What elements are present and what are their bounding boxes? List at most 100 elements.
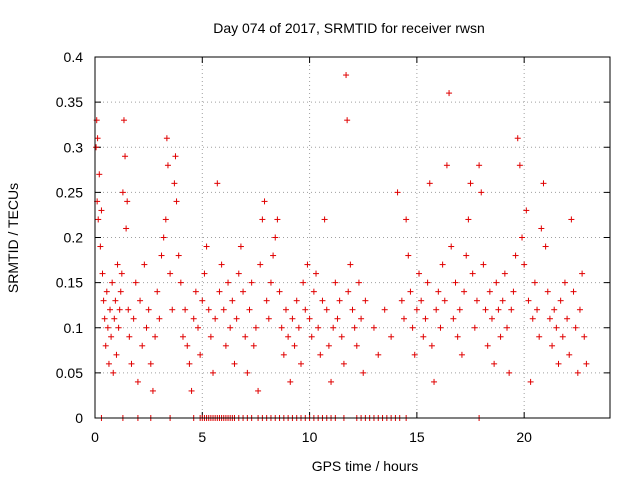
data-point bbox=[564, 315, 571, 322]
data-point bbox=[347, 261, 354, 268]
data-point bbox=[555, 360, 562, 367]
data-point bbox=[394, 189, 401, 196]
points-layer bbox=[93, 72, 590, 421]
data-point bbox=[549, 342, 556, 349]
data-point bbox=[476, 162, 483, 169]
data-point bbox=[102, 342, 109, 349]
x-tick-label: 15 bbox=[409, 429, 425, 445]
y-tick-label: 0.3 bbox=[64, 139, 84, 155]
data-point bbox=[568, 216, 575, 223]
data-point bbox=[225, 279, 232, 286]
data-point bbox=[484, 342, 491, 349]
plot-frame bbox=[94, 56, 611, 419]
data-point bbox=[525, 297, 532, 304]
data-point bbox=[295, 324, 302, 331]
data-point bbox=[420, 333, 427, 340]
data-point bbox=[214, 180, 221, 187]
data-point bbox=[409, 324, 416, 331]
data-point bbox=[488, 315, 495, 322]
data-point bbox=[137, 297, 144, 304]
data-point bbox=[473, 297, 480, 304]
data-point bbox=[101, 315, 108, 322]
data-point bbox=[437, 324, 444, 331]
data-point bbox=[94, 135, 101, 142]
y-tick-label: 0.25 bbox=[56, 184, 83, 200]
data-point bbox=[428, 342, 435, 349]
data-point bbox=[499, 297, 506, 304]
data-point bbox=[235, 270, 242, 277]
data-point bbox=[123, 225, 130, 232]
data-point bbox=[210, 369, 217, 376]
data-point bbox=[285, 333, 292, 340]
data-point bbox=[559, 333, 566, 340]
data-point bbox=[274, 216, 281, 223]
tick-layer: 0 0.05 0.1 0.15 0.2 0.25 0.3 0.35 0.4 0 5 10 15 20 bbox=[56, 49, 610, 445]
data-point bbox=[355, 279, 362, 286]
data-point bbox=[124, 198, 131, 205]
data-point bbox=[218, 261, 225, 268]
data-point bbox=[272, 234, 279, 241]
data-point bbox=[330, 324, 337, 331]
data-point bbox=[207, 333, 214, 340]
data-point bbox=[308, 333, 315, 340]
data-point bbox=[98, 207, 105, 214]
data-point bbox=[147, 360, 154, 367]
data-point bbox=[132, 279, 139, 286]
data-point bbox=[413, 306, 420, 313]
data-point bbox=[298, 360, 304, 367]
data-point bbox=[300, 279, 307, 286]
x-tick-label: 20 bbox=[516, 429, 532, 445]
data-point bbox=[351, 324, 358, 331]
y-tick-label: 0.4 bbox=[64, 49, 84, 65]
data-point bbox=[112, 297, 119, 304]
data-point bbox=[195, 324, 201, 331]
data-point bbox=[370, 324, 377, 331]
data-point bbox=[321, 216, 328, 223]
data-point bbox=[398, 297, 405, 304]
data-point bbox=[521, 261, 528, 268]
data-point bbox=[227, 324, 234, 331]
data-point bbox=[229, 297, 236, 304]
data-point bbox=[508, 306, 515, 313]
data-point bbox=[173, 198, 180, 205]
data-point bbox=[113, 351, 120, 358]
data-point bbox=[493, 279, 500, 286]
data-point bbox=[104, 324, 111, 331]
data-point bbox=[325, 342, 332, 349]
x-tick-label: 0 bbox=[91, 429, 99, 445]
data-point bbox=[411, 351, 418, 358]
data-point bbox=[293, 297, 300, 304]
data-point bbox=[362, 297, 369, 304]
data-point bbox=[486, 288, 493, 295]
y-tick-label: 0.15 bbox=[56, 275, 83, 291]
data-point bbox=[581, 333, 588, 340]
data-point bbox=[519, 234, 526, 241]
data-point bbox=[512, 252, 519, 259]
x-tick-label: 10 bbox=[302, 429, 318, 445]
data-point bbox=[349, 306, 356, 313]
data-point bbox=[216, 288, 223, 295]
data-point bbox=[431, 378, 438, 385]
data-point bbox=[145, 306, 152, 313]
data-point bbox=[336, 297, 343, 304]
data-point bbox=[237, 243, 244, 250]
grid-layer bbox=[95, 57, 610, 418]
data-point bbox=[497, 333, 504, 340]
data-point bbox=[190, 315, 197, 322]
data-point bbox=[501, 270, 508, 277]
data-point bbox=[531, 279, 538, 286]
data-point bbox=[544, 288, 551, 295]
data-point bbox=[471, 324, 478, 331]
data-point bbox=[120, 117, 127, 124]
data-point bbox=[458, 351, 465, 358]
data-point bbox=[259, 216, 266, 223]
data-point bbox=[156, 315, 163, 322]
data-point bbox=[536, 333, 543, 340]
data-point bbox=[323, 306, 330, 313]
data-point bbox=[542, 243, 549, 250]
data-point bbox=[534, 306, 541, 313]
data-point bbox=[465, 216, 472, 223]
data-point bbox=[328, 378, 335, 385]
data-point bbox=[248, 279, 255, 286]
data-point bbox=[583, 360, 590, 367]
